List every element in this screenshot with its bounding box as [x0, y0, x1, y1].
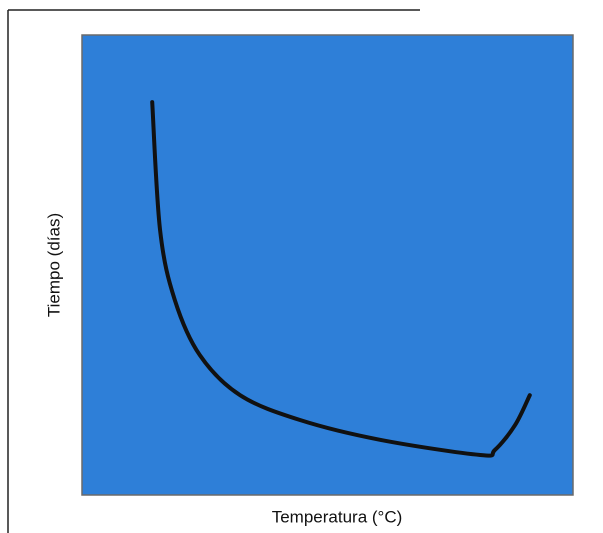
data-line — [150, 100, 532, 458]
x-axis-label: Temperatura (°C) — [272, 507, 403, 526]
y-axis-label: Tiempo (días) — [44, 213, 63, 317]
